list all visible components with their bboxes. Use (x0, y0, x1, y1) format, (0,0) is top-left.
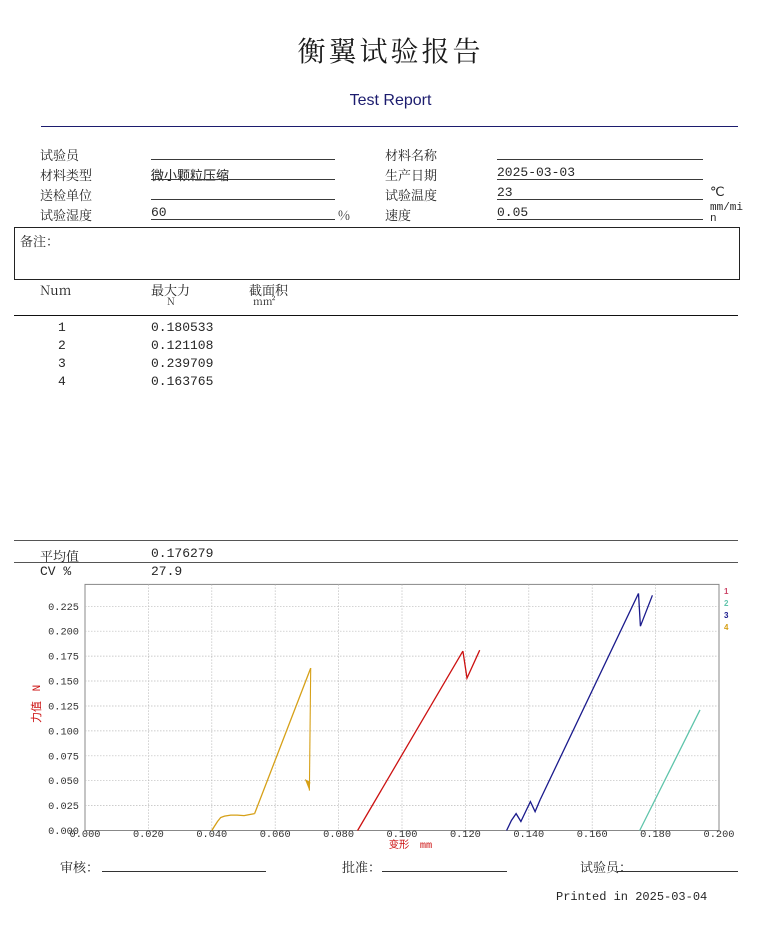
svg-text:变形: 变形 (389, 838, 410, 852)
svg-text:0.225: 0.225 (48, 602, 79, 614)
svg-text:1: 1 (724, 587, 729, 596)
svg-text:0.100: 0.100 (48, 726, 79, 738)
svg-text:0.050: 0.050 (48, 776, 79, 788)
svg-text:0.020: 0.020 (133, 829, 164, 841)
svg-text:0.150: 0.150 (48, 677, 79, 689)
svg-text:4: 4 (724, 623, 729, 632)
svg-text:0.125: 0.125 (48, 702, 79, 714)
svg-text:0.160: 0.160 (577, 829, 608, 841)
svg-text:0.175: 0.175 (48, 652, 79, 664)
svg-text:0.040: 0.040 (196, 829, 227, 841)
svg-text:N: N (32, 685, 44, 692)
svg-text:0.200: 0.200 (704, 829, 735, 841)
svg-text:3: 3 (724, 611, 729, 620)
svg-text:0.080: 0.080 (323, 829, 354, 841)
svg-text:0.120: 0.120 (450, 829, 481, 841)
svg-text:0.140: 0.140 (513, 829, 544, 841)
svg-text:力值: 力值 (30, 701, 44, 723)
svg-text:0.000: 0.000 (48, 826, 79, 838)
svg-text:0.025: 0.025 (48, 801, 79, 813)
svg-text:mm: mm (420, 840, 432, 852)
svg-text:2: 2 (724, 599, 729, 608)
svg-text:0.075: 0.075 (48, 751, 79, 763)
svg-text:0.180: 0.180 (640, 829, 671, 841)
svg-text:0.060: 0.060 (260, 829, 291, 841)
svg-text:0.200: 0.200 (48, 627, 79, 639)
